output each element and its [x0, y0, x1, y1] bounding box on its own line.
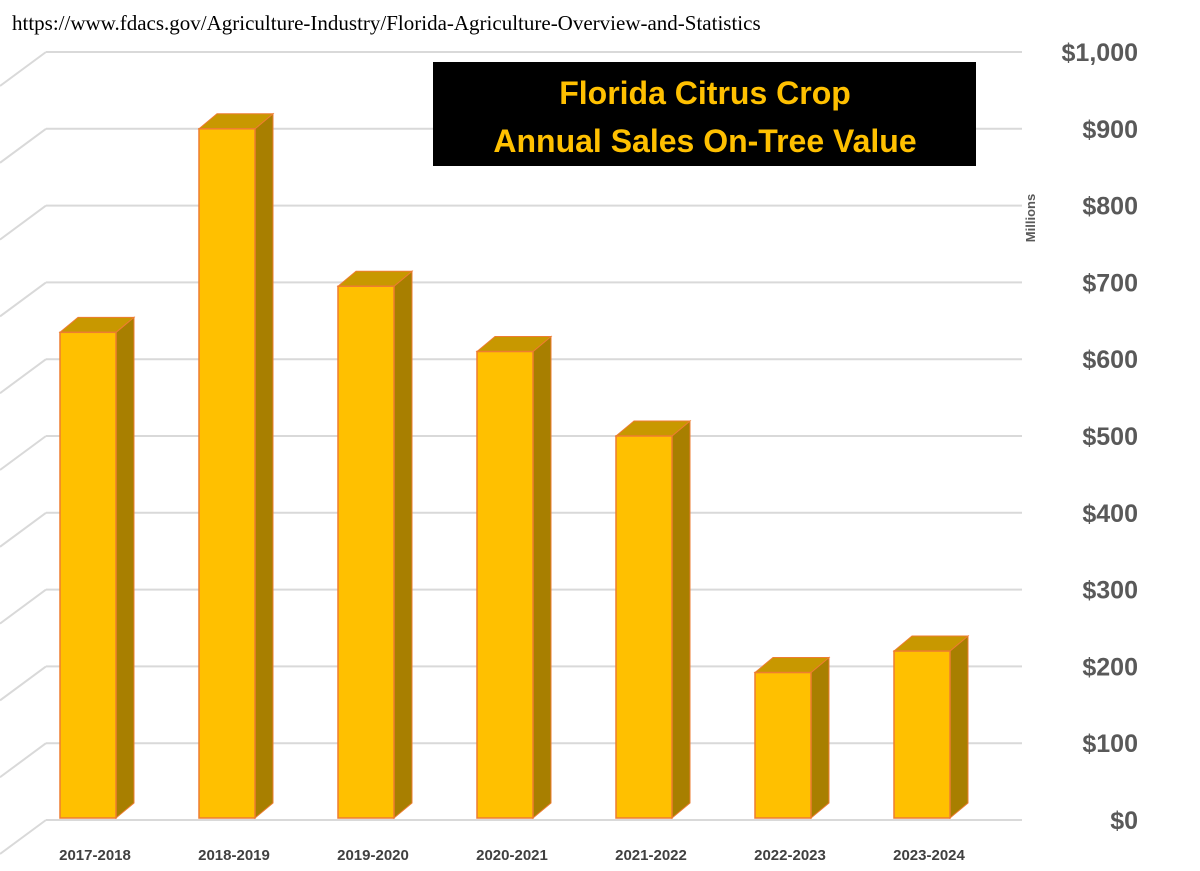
x-tick-label: 2021-2022 [615, 847, 687, 864]
gridline-diagonal [0, 742, 47, 779]
bar-front [893, 650, 951, 819]
x-tick-label: 2020-2021 [476, 847, 548, 864]
y-tick-label: $0 [1110, 807, 1138, 835]
y-tick-label: $100 [1082, 730, 1138, 758]
gridline-diagonal [0, 51, 47, 87]
x-axis-ticks: 2017-2018 2018-2019 2019-2020 2020-2021 2021… [59, 847, 965, 864]
gridline-diagonal [0, 665, 47, 702]
gridline-diagonal [0, 204, 47, 241]
gridline-diagonal [0, 435, 47, 471]
x-tick-label: 2019-2020 [337, 847, 409, 864]
bar-front [59, 331, 117, 819]
y-tick-label: $500 [1082, 423, 1138, 451]
gridline-diagonal [0, 281, 47, 318]
bar-side [810, 656, 830, 820]
bar-front [337, 285, 395, 819]
bar [892, 634, 970, 820]
y-tick-label: $600 [1082, 346, 1138, 374]
bar [58, 316, 136, 820]
bar-front [754, 671, 812, 819]
gridline-diagonal [0, 358, 47, 395]
gridline-diagonal [0, 588, 47, 625]
gridline-diagonal [0, 511, 47, 548]
bar [753, 656, 831, 820]
y-tick-label: $200 [1082, 653, 1138, 681]
y-axis-ticks: $0 $100 $200 $300 $400 $500 $600 $700 $800 $900 $1… [1062, 39, 1138, 835]
y-tick-label: $300 [1082, 577, 1138, 605]
y-tick-label: $700 [1082, 269, 1138, 297]
x-tick-label: 2023-2024 [893, 847, 965, 864]
y-tick-label: $1,000 [1062, 39, 1138, 67]
bar-side [393, 270, 413, 820]
bar-front [476, 350, 534, 819]
x-tick-label: 2022-2023 [754, 847, 826, 864]
bar-side [671, 419, 691, 820]
y-axis-label: Millions [1023, 194, 1038, 242]
bar [197, 112, 275, 820]
x-tick-label: 2017-2018 [59, 847, 131, 864]
bar-side [115, 316, 135, 820]
bar-side [532, 335, 552, 820]
title-box [433, 62, 976, 166]
x-tick-label: 2018-2019 [198, 847, 270, 864]
bar-front [198, 128, 256, 819]
y-tick-label: $800 [1082, 193, 1138, 221]
chart-title-line2: Annual Sales On-Tree Value [493, 123, 916, 159]
y-tick-label: $400 [1082, 500, 1138, 528]
chart-title-line1: Florida Citrus Crop [559, 75, 851, 111]
bar-side [254, 112, 274, 820]
bar [614, 419, 692, 820]
bar-front [615, 435, 673, 819]
bar-side [949, 634, 969, 820]
source-url: https://www.fdacs.gov/Agriculture-Indust… [12, 11, 761, 35]
bar [475, 335, 553, 820]
y-tick-label: $900 [1082, 116, 1138, 144]
gridline-diagonal [0, 127, 47, 164]
bar [336, 270, 414, 820]
gridline-diagonal [0, 819, 47, 855]
bars [58, 112, 970, 820]
